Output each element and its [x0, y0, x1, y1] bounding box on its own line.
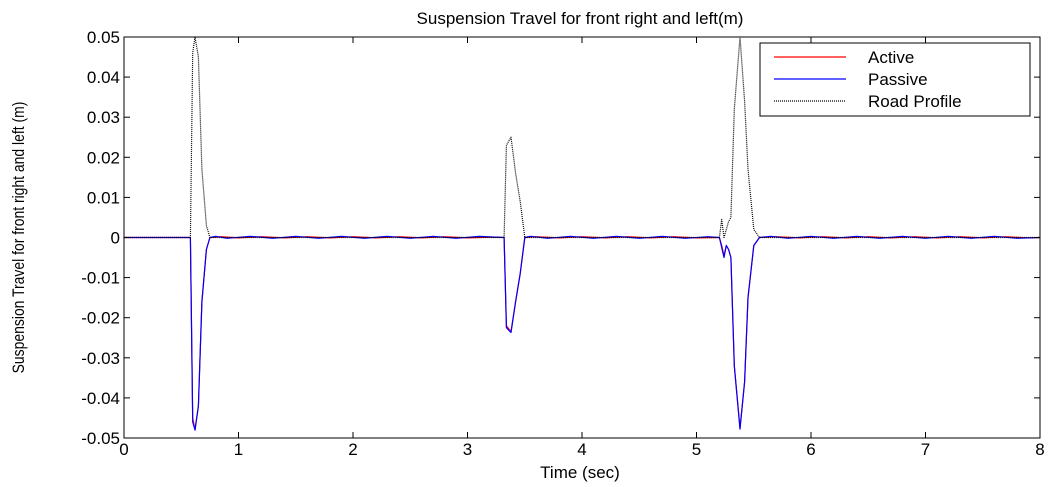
- y-tick-label: -0.05: [81, 429, 120, 448]
- x-tick-label: 4: [577, 440, 586, 459]
- x-tick-label: 5: [692, 440, 701, 459]
- x-tick-label: 8: [1035, 440, 1044, 459]
- y-axis-title: Suspension Travel for front right and le…: [10, 102, 29, 374]
- y-tick-label: -0.04: [81, 389, 120, 408]
- legend-label: Passive: [868, 70, 928, 89]
- y-tick-label: 0.01: [87, 188, 120, 207]
- y-tick-label: -0.01: [81, 269, 120, 288]
- chart-title: Suspension Travel for front right and le…: [417, 9, 744, 28]
- y-tick-label: 0.03: [87, 108, 120, 127]
- legend-label: Road Profile: [868, 92, 962, 111]
- x-tick-label: 2: [348, 440, 357, 459]
- y-tick-label: 0.05: [87, 28, 120, 47]
- y-tick-label: -0.03: [81, 349, 120, 368]
- x-tick-label: 1: [234, 440, 243, 459]
- x-tick-label: 6: [806, 440, 815, 459]
- legend: Active Passive Road Profile: [760, 43, 1030, 116]
- y-tick-label: 0.02: [87, 148, 120, 167]
- y-tick-label: 0: [111, 229, 120, 248]
- y-tick-label: -0.02: [81, 309, 120, 328]
- x-tick-label: 3: [463, 440, 472, 459]
- x-tick-label: 7: [921, 440, 930, 459]
- legend-label: Active: [868, 48, 914, 67]
- x-axis-title: Time (sec): [540, 463, 620, 482]
- x-tick-label: 0: [119, 440, 128, 459]
- y-tick-label: 0.04: [87, 68, 120, 87]
